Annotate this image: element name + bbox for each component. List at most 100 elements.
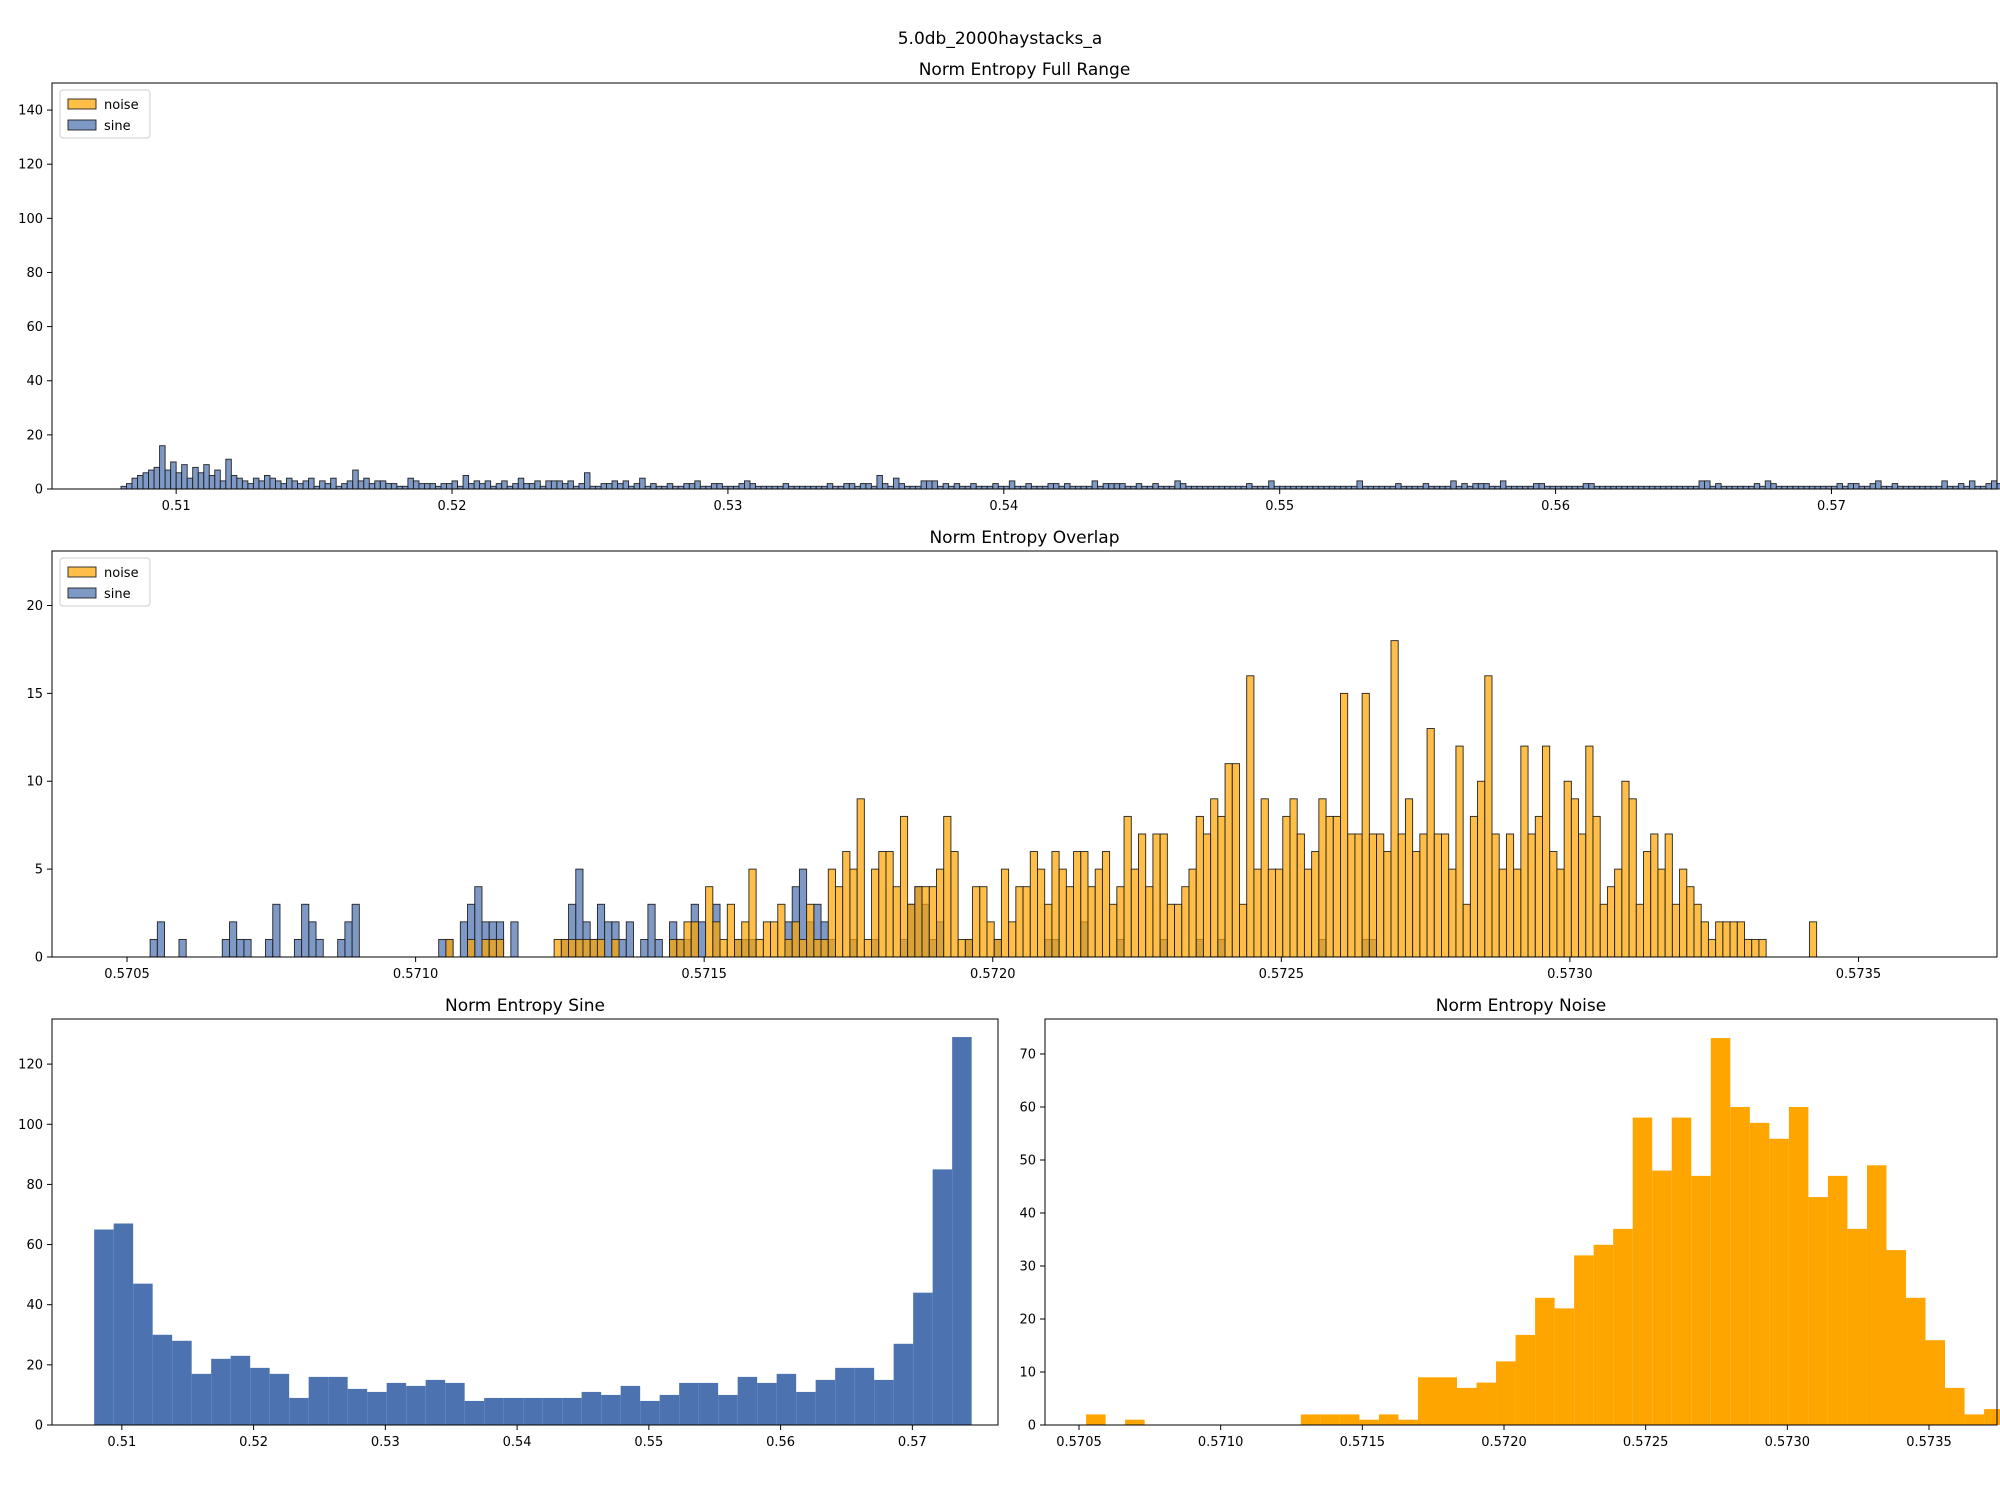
sine-bar: [650, 483, 657, 490]
noise-bar: [770, 921, 779, 958]
noise-bar: [1686, 886, 1695, 958]
sine-bar: [346, 480, 354, 490]
noise-bar: [1311, 851, 1320, 958]
sine-bar: [738, 483, 745, 490]
sine-bar: [308, 477, 315, 490]
noise-bar: [1664, 833, 1673, 958]
noise-bar: [1570, 798, 1580, 958]
y-tick-label: 0: [35, 951, 43, 966]
sine-bar: [286, 477, 293, 490]
noise-bar: [669, 938, 678, 958]
sine-bar: [390, 483, 398, 490]
y-tick-label: 120: [18, 1058, 43, 1073]
sine-bar: [561, 483, 569, 490]
noise-bar: [1210, 798, 1219, 958]
sine-bar: [468, 483, 475, 490]
sine-bar: [604, 921, 613, 958]
x-tick-label: 0.52: [239, 1435, 268, 1450]
sine-bar: [1047, 483, 1054, 490]
x-tick-label: 0.5720: [1481, 1435, 1527, 1450]
noise-bar: [1073, 851, 1082, 958]
sine-bar: [352, 469, 359, 490]
y-tick-label: 70: [1019, 1047, 1036, 1062]
noise-bar: [741, 921, 750, 958]
sine-bar: [186, 477, 194, 490]
noise-bar: [1347, 833, 1356, 958]
noise-bar: [596, 938, 606, 958]
noise-bar: [1426, 728, 1435, 958]
sine-bar: [622, 480, 630, 490]
sine-bar: [501, 480, 508, 490]
sine-bar: [640, 1400, 660, 1425]
noise-bar: [791, 921, 800, 958]
sine-bar: [625, 921, 634, 958]
sine-bar: [474, 886, 483, 958]
noise-bar: [1650, 833, 1659, 958]
noise-bar: [1679, 868, 1688, 958]
y-tick-label: 140: [18, 104, 43, 119]
sine-bar: [697, 921, 707, 958]
noise-bar: [1087, 886, 1096, 958]
sine-bar: [137, 475, 144, 490]
noise-bar: [849, 868, 858, 958]
noise-bar: [1224, 763, 1233, 958]
noise-bar: [1520, 745, 1529, 958]
sine-bar: [221, 938, 230, 958]
x-tick-label: 0.53: [713, 499, 742, 514]
noise-bar: [1498, 868, 1507, 958]
noise-bar: [1469, 815, 1479, 958]
x-tick-label: 0.5730: [1765, 1435, 1811, 1450]
legend-label-sine: sine: [104, 587, 131, 602]
y-tick-label: 20: [26, 599, 43, 614]
legend-swatch-sine: [67, 119, 97, 131]
noise-bar: [1267, 868, 1277, 958]
sine-bar: [347, 1388, 368, 1425]
sine-bar: [854, 1367, 875, 1425]
noise-bar: [1318, 798, 1327, 958]
sine-bar: [446, 483, 453, 490]
noise-bar: [885, 851, 894, 958]
noise-bar: [842, 851, 851, 958]
noise-bar: [1635, 903, 1644, 958]
sine-bar: [534, 480, 541, 490]
noise-bar: [1390, 640, 1399, 958]
sine-bar: [440, 483, 447, 490]
y-tick-label: 20: [26, 1358, 43, 1373]
noise-bar: [1847, 1228, 1867, 1425]
x-tick-label: 0.5725: [1259, 967, 1305, 982]
sine-bar: [385, 483, 392, 490]
sine-bar: [512, 483, 519, 490]
sine-bar: [1395, 483, 1402, 490]
noise-bar: [921, 886, 930, 958]
noise-bar: [1354, 833, 1363, 958]
sine-bar: [230, 1355, 251, 1425]
noise-bar: [1332, 815, 1341, 958]
noise-bar: [907, 903, 916, 958]
noise-bar: [936, 868, 945, 958]
legend-swatch-noise: [67, 98, 97, 110]
noise-bar: [1722, 921, 1731, 958]
sine-bar: [241, 480, 249, 490]
sine-bar: [931, 480, 939, 490]
sine-bar: [1135, 483, 1143, 490]
noise-bar: [892, 886, 901, 958]
noise-bar: [762, 921, 772, 958]
sine-bar: [698, 1382, 719, 1425]
noise-bar: [1008, 921, 1017, 958]
sine-bar: [225, 458, 232, 490]
noise-bar: [1376, 833, 1385, 958]
legend-label-noise: noise: [104, 566, 139, 581]
sine-bar: [1179, 483, 1187, 490]
sine-bar: [1091, 480, 1099, 490]
sine-bar: [1064, 483, 1071, 490]
noise-bar: [1613, 1228, 1633, 1425]
noise-bar: [1152, 833, 1161, 958]
noise-bar: [1710, 1038, 1731, 1425]
sine-bar: [1891, 483, 1899, 490]
x-tick-label: 0.56: [766, 1435, 795, 1450]
sine-bar: [1246, 483, 1253, 490]
sine-bar: [308, 921, 317, 958]
sine-bar: [1588, 483, 1595, 490]
sine-bar: [843, 483, 850, 490]
noise-bar: [1174, 903, 1183, 958]
